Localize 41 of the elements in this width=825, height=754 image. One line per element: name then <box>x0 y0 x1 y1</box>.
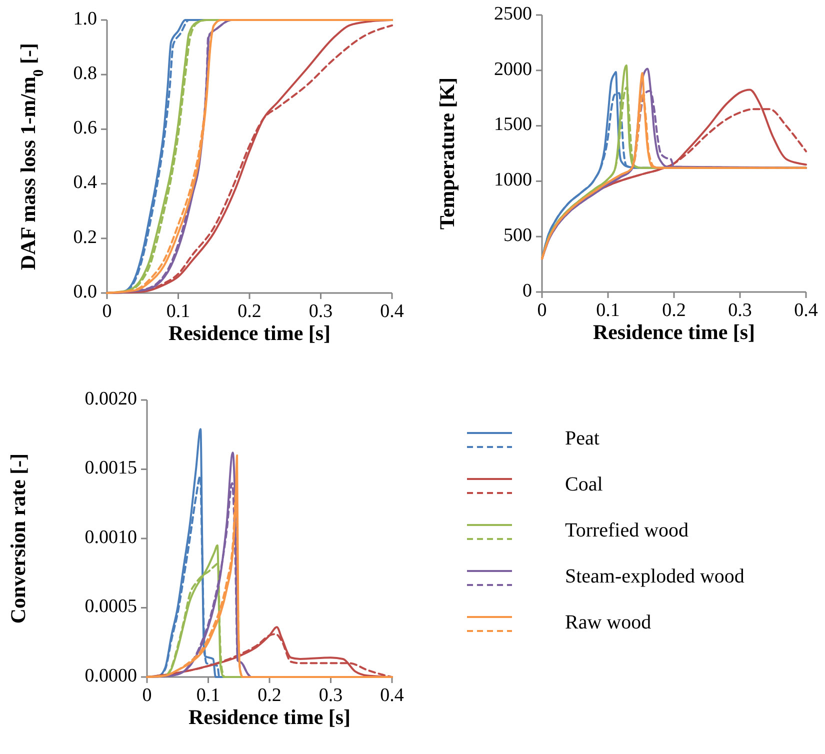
x-tick-label: 0.4 <box>794 300 818 321</box>
x-tick-label: 0.2 <box>238 301 262 322</box>
y-axis-title: Conversion rate [-] <box>6 453 30 624</box>
x-tick-label: 0.4 <box>380 685 404 706</box>
text: Raw wood <box>565 612 652 634</box>
y-tick-label: 0.0020 <box>84 388 137 410</box>
x-tick-label: 0.2 <box>258 685 282 706</box>
text: Peat <box>565 428 600 450</box>
x-tick-label: 0.1 <box>596 300 620 321</box>
y-axis-title: Temperature [K] <box>435 77 459 230</box>
y-tick-label: 1.0 <box>73 8 97 30</box>
x-tick-label: 0 <box>537 300 547 321</box>
y-tick-label: 1000 <box>494 170 532 191</box>
y-tick-label: 0.2 <box>73 226 97 248</box>
text: Steam-exploded wood <box>565 566 744 588</box>
y-tick-label: 0.4 <box>73 172 98 194</box>
text: Torrefied wood <box>565 520 689 542</box>
text: Coal <box>565 474 604 496</box>
x-tick-label: 0 <box>142 685 152 706</box>
x-tick-label: 0.3 <box>318 685 343 706</box>
y-tick-label: 0.0015 <box>84 458 137 479</box>
y-tick-label: 0 <box>522 280 532 302</box>
y-tick-label: 0.0010 <box>84 526 137 548</box>
y-tick-label: 0.0 <box>73 281 97 302</box>
x-tick-label: 0.4 <box>380 301 404 322</box>
y-tick-label: 2000 <box>494 58 532 80</box>
x-tick-label: 0.1 <box>196 685 220 706</box>
x-axis-title: Residence time [s] <box>592 320 756 344</box>
y-tick-label: 0.6 <box>73 118 97 139</box>
x-tick-label: 0.1 <box>166 301 190 322</box>
y-tick-label: 1500 <box>494 114 532 136</box>
y-tick-label: 500 <box>504 224 532 246</box>
y-tick-label: 0.0000 <box>84 665 137 686</box>
y-tick-label: 2500 <box>494 3 532 24</box>
x-tick-label: 0.2 <box>662 300 686 321</box>
x-tick-label: 0.3 <box>308 301 333 322</box>
x-tick-label: 0.3 <box>728 300 752 321</box>
x-axis-title: Residence time [s] <box>168 321 331 345</box>
x-axis-title: Residence time [s] <box>188 705 351 729</box>
y-tick-label: 0.8 <box>73 62 97 84</box>
y-tick-label: 0.0005 <box>84 596 137 618</box>
